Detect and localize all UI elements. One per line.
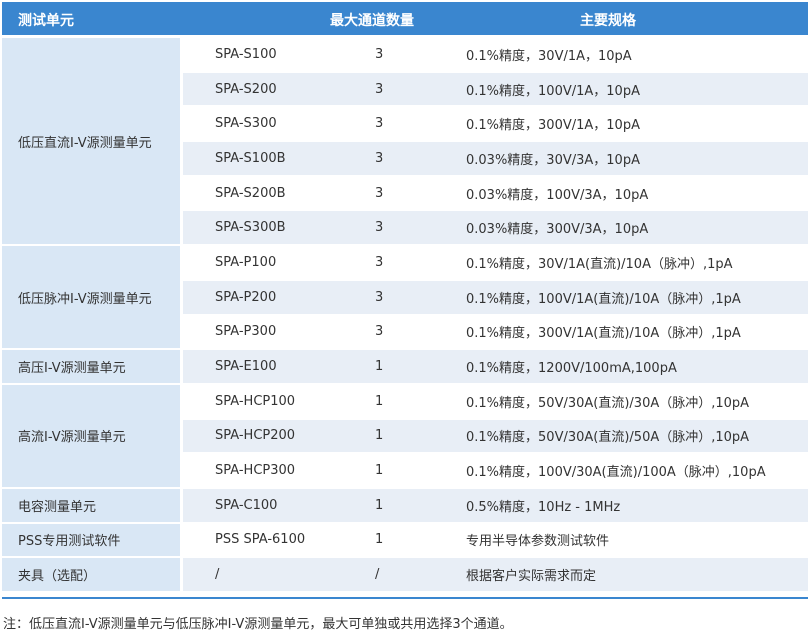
table-row: PSS专用测试软件 PSS SPA-6100 1 专用半导体参数测试软件 <box>2 522 808 558</box>
cell-channels: 3 <box>328 279 453 315</box>
cell-model: SPA-S200B <box>183 175 328 211</box>
cell-model: SPA-S100B <box>183 141 328 176</box>
cell-spec: 0.1%精度，100V/1A(直流)/10A（脉冲）,1pA <box>453 279 808 315</box>
group-name: 低压直流I-V源测量单元 <box>2 37 183 246</box>
cell-model: SPA-C100 <box>183 487 328 523</box>
header-channels: 最大通道数量 <box>330 13 414 29</box>
group-name: 低压脉冲I-V源测量单元 <box>2 245 183 350</box>
cell-channels: 1 <box>328 349 453 384</box>
cell-spec: 0.03%精度，100V/3A，10pA <box>453 175 808 211</box>
cell-model: / <box>183 557 328 592</box>
cell-spec: 根据客户实际需求而定 <box>453 557 808 592</box>
spec-table: 低压直流I-V源测量单元 SPA-S100 3 0.1%精度，30V/1A，10pA S… <box>2 37 808 592</box>
cell-model: SPA-HCP300 <box>183 453 328 488</box>
group-name: 电容测量单元 <box>2 487 183 523</box>
cell-spec: 0.5%精度，10Hz - 1MHz <box>453 487 808 523</box>
cell-spec: 专用半导体参数测试软件 <box>453 522 808 558</box>
table-row: 高压I-V源测量单元 SPA-E100 1 0.1%精度，1200V/100mA,10… <box>2 349 808 384</box>
cell-spec: 0.1%精度，100V/1A，10pA <box>453 71 808 107</box>
cell-channels: 3 <box>328 314 453 350</box>
cell-channels: 1 <box>328 383 453 419</box>
cell-model: SPA-S300B <box>183 210 328 246</box>
cell-model: SPA-HCP100 <box>183 383 328 419</box>
cell-channels: 3 <box>328 71 453 107</box>
cell-model: SPA-P100 <box>183 245 328 280</box>
table-header: 测试单元 最大通道数量 主要规格 <box>2 2 808 35</box>
cell-channels: 3 <box>328 210 453 246</box>
header-spec: 主要规格 <box>580 13 636 29</box>
group-name: 高压I-V源测量单元 <box>2 349 183 384</box>
cell-spec: 0.1%精度，100V/30A(直流)/100A（脉冲）,10pA <box>453 453 808 488</box>
cell-model: SPA-P300 <box>183 314 328 350</box>
table-bottom-line <box>2 597 808 599</box>
cell-spec: 0.1%精度，300V/1A，10pA <box>453 106 808 142</box>
group-name: 夹具（选配） <box>2 557 183 592</box>
table-row: SPA-P300 3 0.1%精度，300V/1A(直流)/10A（脉冲）,1pA <box>2 314 808 350</box>
cell-spec: 0.1%精度，30V/1A，10pA <box>453 37 808 72</box>
cell-channels: 3 <box>328 141 453 176</box>
cell-spec: 0.1%精度，50V/30A(直流)/50A（脉冲）,10pA <box>453 418 808 454</box>
cell-channels: 3 <box>328 175 453 211</box>
table-row: 夹具（选配） / / 根据客户实际需求而定 <box>2 557 808 592</box>
group-name: 高流I-V源测量单元 <box>2 383 183 488</box>
table-row: SPA-S300 3 0.1%精度，300V/1A，10pA <box>2 106 808 142</box>
cell-channels: 1 <box>328 453 453 488</box>
table-row: SPA-S200 3 0.1%精度，100V/1A，10pA <box>2 71 808 107</box>
table-row: SPA-HCP200 1 0.1%精度，50V/30A(直流)/50A（脉冲）,10… <box>2 418 808 454</box>
cell-spec: 0.1%精度，30V/1A(直流)/10A（脉冲）,1pA <box>453 245 808 280</box>
header-unit: 测试单元 <box>18 13 74 29</box>
cell-model: SPA-S200 <box>183 71 328 107</box>
table-row: 低压直流I-V源测量单元 SPA-S100 3 0.1%精度，30V/1A，10pA <box>2 37 808 246</box>
cell-channels: 3 <box>328 245 453 280</box>
cell-channels: 3 <box>328 106 453 142</box>
cell-model: SPA-S100 <box>183 37 328 72</box>
cell-channels: 1 <box>328 418 453 454</box>
table-row: SPA-S300B 3 0.03%精度，300V/3A，10pA <box>2 210 808 246</box>
cell-model: SPA-S300 <box>183 106 328 142</box>
cell-spec: 0.1%精度，50V/30A(直流)/30A（脉冲）,10pA <box>453 383 808 419</box>
cell-model: SPA-P200 <box>183 279 328 315</box>
cell-spec: 0.03%精度，30V/3A，10pA <box>453 141 808 176</box>
footnote: 注：低压直流I-V源测量单元与低压脉冲I-V源测量单元，最大可单独或共用选择3个… <box>3 617 513 632</box>
table-row: SPA-S100B 3 0.03%精度，30V/3A，10pA <box>2 141 808 176</box>
cell-spec: 0.1%精度，1200V/100mA,100pA <box>453 349 808 384</box>
table-row: SPA-P200 3 0.1%精度，100V/1A(直流)/10A（脉冲）,1pA <box>2 279 808 315</box>
cell-channels: 1 <box>328 487 453 523</box>
table-row: 高流I-V源测量单元 SPA-HCP100 1 0.1%精度，50V/30A(直流)/… <box>2 383 808 488</box>
group-name: PSS专用测试软件 <box>2 522 183 558</box>
cell-spec: 0.03%精度，300V/3A，10pA <box>453 210 808 246</box>
cell-spec: 0.1%精度，300V/1A(直流)/10A（脉冲）,1pA <box>453 314 808 350</box>
cell-channels: 3 <box>328 37 453 72</box>
cell-channels: / <box>328 557 453 592</box>
cell-model: PSS SPA-6100 <box>183 522 328 558</box>
table-row: SPA-S200B 3 0.03%精度，100V/3A，10pA <box>2 175 808 211</box>
cell-model: SPA-HCP200 <box>183 418 328 454</box>
table-row: 低压脉冲I-V源测量单元 SPA-P100 3 0.1%精度，30V/1A(直流)/1… <box>2 245 808 350</box>
table-row: SPA-HCP300 1 0.1%精度，100V/30A(直流)/100A（脉冲）,… <box>2 453 808 488</box>
cell-channels: 1 <box>328 522 453 558</box>
cell-model: SPA-E100 <box>183 349 328 384</box>
table-row: 电容测量单元 SPA-C100 1 0.5%精度，10Hz - 1MHz <box>2 487 808 523</box>
